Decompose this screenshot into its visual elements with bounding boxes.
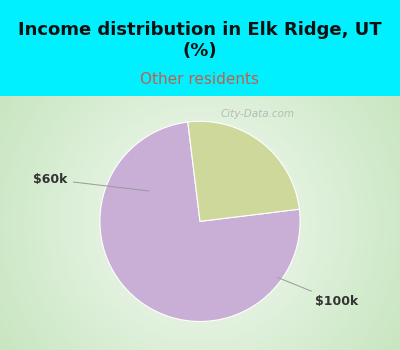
Wedge shape	[188, 121, 299, 222]
Text: $100k: $100k	[278, 278, 358, 308]
Text: City-Data.com: City-Data.com	[221, 109, 295, 119]
Text: Other residents: Other residents	[140, 72, 260, 87]
Wedge shape	[100, 122, 300, 321]
Text: $60k: $60k	[34, 173, 149, 191]
Text: Income distribution in Elk Ridge, UT
(%): Income distribution in Elk Ridge, UT (%)	[18, 21, 382, 60]
